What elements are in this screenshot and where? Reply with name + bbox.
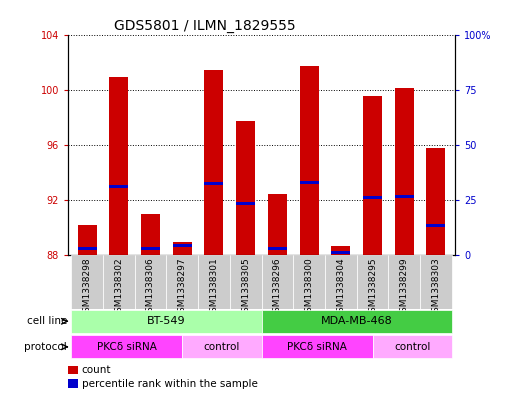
Bar [357,255,389,309]
Bar [109,77,128,255]
Bar [300,181,319,184]
Text: GSM1338306: GSM1338306 [146,257,155,318]
Bar [395,195,414,198]
Bar [268,194,287,255]
Text: PKCδ siRNA: PKCδ siRNA [287,342,347,352]
Text: GSM1338302: GSM1338302 [114,257,123,318]
Bar [230,255,262,309]
Bar [77,247,97,250]
Bar [262,310,452,333]
Bar [331,246,350,255]
Bar [420,255,452,309]
Bar [68,380,78,387]
Bar [363,196,382,199]
Bar [198,255,230,309]
Text: control: control [394,342,430,352]
Bar [71,310,262,333]
Text: GSM1338305: GSM1338305 [241,257,250,318]
Text: cell line: cell line [27,316,67,326]
Text: GSM1338303: GSM1338303 [431,257,440,318]
Bar [426,148,446,255]
Bar [331,251,350,254]
Bar [173,244,192,247]
Bar [236,202,255,205]
Text: GSM1338295: GSM1338295 [368,257,377,318]
Text: GDS5801 / ILMN_1829555: GDS5801 / ILMN_1829555 [115,19,296,33]
Bar [395,88,414,255]
Text: GSM1338301: GSM1338301 [209,257,219,318]
Bar [77,225,97,255]
Text: percentile rank within the sample: percentile rank within the sample [82,378,257,389]
Text: count: count [82,365,111,375]
Bar [389,255,420,309]
Bar [103,255,134,309]
Text: GSM1338300: GSM1338300 [304,257,314,318]
Text: BT-549: BT-549 [147,316,186,326]
Bar [182,335,262,358]
Bar [363,96,382,255]
Text: protocol: protocol [24,342,67,352]
Text: PKCδ siRNA: PKCδ siRNA [97,342,156,352]
Text: GSM1338296: GSM1338296 [273,257,282,318]
Text: GSM1338298: GSM1338298 [83,257,92,318]
Bar [262,255,293,309]
Bar [236,121,255,255]
Bar [204,70,223,255]
Text: GSM1338304: GSM1338304 [336,257,345,318]
Bar [300,66,319,255]
Bar [166,255,198,309]
Bar [109,185,128,188]
Text: GSM1338297: GSM1338297 [178,257,187,318]
Bar [268,247,287,250]
Text: control: control [203,342,240,352]
Text: GSM1338299: GSM1338299 [400,257,409,318]
Bar [141,247,160,250]
Bar [173,242,192,255]
Bar [204,182,223,185]
Bar [262,335,372,358]
Text: MDA-MB-468: MDA-MB-468 [321,316,393,326]
Bar [426,224,446,227]
Bar [372,335,452,358]
Bar [71,255,103,309]
Bar [134,255,166,309]
Bar [325,255,357,309]
Bar [293,255,325,309]
Bar [68,365,78,374]
Bar [141,214,160,255]
Bar [71,335,182,358]
